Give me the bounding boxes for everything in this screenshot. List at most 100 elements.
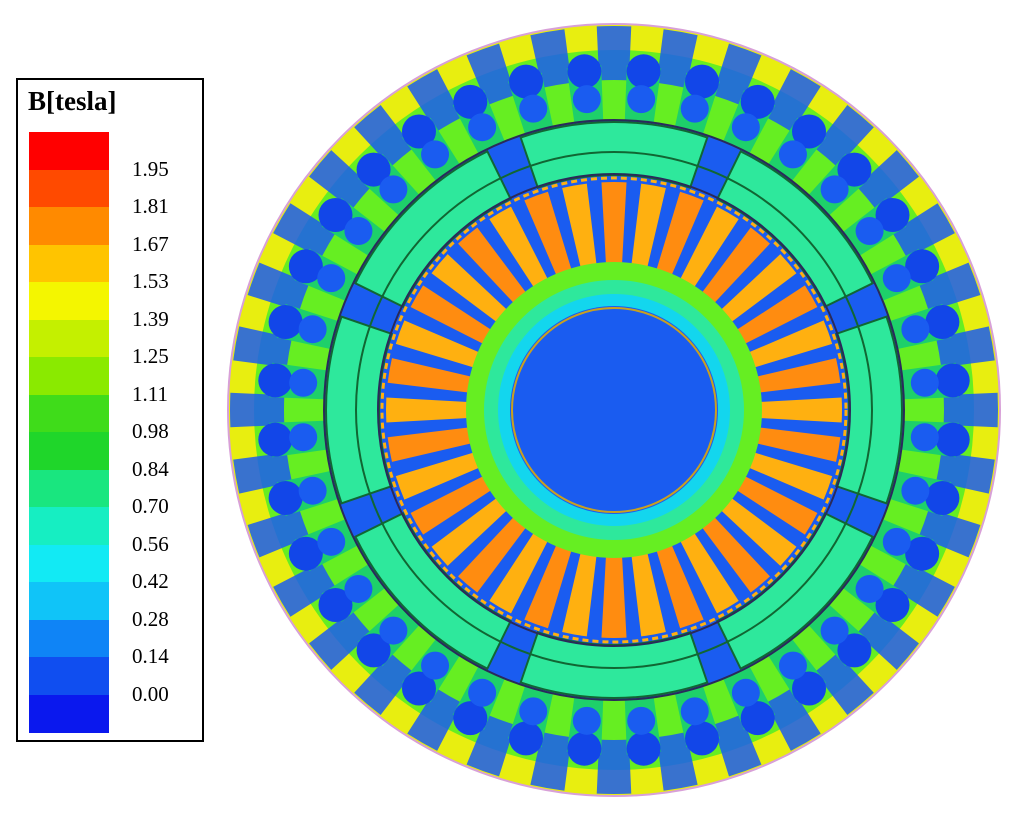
permanent-magnet xyxy=(716,512,874,670)
inner-stator-tooth xyxy=(738,425,841,462)
flux-density-plot xyxy=(227,23,1001,797)
stator-slot xyxy=(740,701,775,736)
stator-slot-inner xyxy=(901,476,930,505)
stator-slot xyxy=(509,64,544,99)
inner-stator-tooth xyxy=(601,182,627,283)
stator-slot xyxy=(258,422,293,457)
legend-tick-label: 1.25 xyxy=(132,344,169,368)
stator-slot-inner xyxy=(421,651,450,680)
stator-slot-inner xyxy=(572,706,601,735)
stator-slot xyxy=(905,249,940,284)
stator-slot xyxy=(684,721,719,756)
stator-slot-inner xyxy=(344,217,373,246)
stator-low-flux-band xyxy=(918,508,981,558)
stator-low-flux-band xyxy=(943,392,998,428)
inner-stator-tooth xyxy=(651,191,704,293)
stator-slot-inner xyxy=(421,140,450,169)
inner-stator-tooth xyxy=(431,254,521,334)
stator-low-flux-band xyxy=(814,652,874,715)
air-gap-outer xyxy=(323,119,905,701)
stator-slot xyxy=(318,197,353,232)
stator-slot xyxy=(925,305,960,340)
stator-slot-inner xyxy=(910,423,939,452)
legend-tick-label: 1.81 xyxy=(132,194,169,218)
stator-slot-inner xyxy=(379,175,408,204)
shaft-region xyxy=(510,306,718,514)
legend-swatch xyxy=(29,282,109,320)
legend-tick-label: 1.39 xyxy=(132,306,169,331)
inner-stator-tooth xyxy=(741,397,842,423)
legend-tick-label: 0.70 xyxy=(132,494,169,518)
stator-slot-inner xyxy=(820,175,849,204)
stator-slot xyxy=(401,671,436,706)
stator-slot-inner xyxy=(298,476,327,505)
stator-slot xyxy=(356,633,391,668)
stator-low-flux-band xyxy=(354,652,414,715)
stator-low-flux-band xyxy=(596,26,632,81)
stator-slot-inner xyxy=(468,113,497,142)
legend-swatch xyxy=(29,657,109,695)
inner-stator-tooth xyxy=(489,206,557,303)
legend-swatch xyxy=(29,207,109,245)
permanent-magnet xyxy=(325,315,393,505)
stator-slot xyxy=(935,363,970,398)
legend-swatch xyxy=(29,319,109,358)
stator-slot xyxy=(453,84,488,119)
color-legend: B[tesla] 1.95 1.81 1.67 1.53 1.39 1.25 1.11 0.9… xyxy=(16,78,204,742)
stator-slot xyxy=(288,536,323,571)
stator-low-flux-band xyxy=(247,262,310,312)
stator-slot xyxy=(268,480,303,515)
stator-slot xyxy=(509,721,544,756)
stator-slot-inner xyxy=(731,113,760,142)
stator-low-flux-band xyxy=(247,508,310,558)
stator-slot xyxy=(401,114,436,149)
stator-slot-inner xyxy=(820,616,849,645)
stator-slot xyxy=(684,64,719,99)
inner-stator-tooth xyxy=(721,285,818,353)
stator-slot-inner xyxy=(344,574,373,603)
stator-slot-inner xyxy=(910,368,939,397)
stator-slot xyxy=(567,54,602,89)
inner-stator-tooth xyxy=(721,467,818,535)
inner-stator-tooth xyxy=(738,358,841,395)
stator-slot-inner xyxy=(882,264,911,293)
stator-low-flux-band xyxy=(309,150,372,210)
stator-slot-inner xyxy=(855,217,884,246)
stator-slot xyxy=(875,588,910,623)
stator-slot-inner xyxy=(298,315,327,344)
inner-stator-tooth xyxy=(489,517,557,614)
inner-stator-tooth xyxy=(690,503,770,593)
stator-low-flux-band xyxy=(407,688,463,751)
stator-slot xyxy=(626,731,661,766)
stator-slot xyxy=(905,536,940,571)
legend-tick-label: 1.95 xyxy=(132,156,169,181)
legend-swatch xyxy=(29,244,109,283)
inner-stator-tooth xyxy=(629,183,666,286)
legend-tick-label: 0.42 xyxy=(132,569,169,593)
inner-stator-tooth xyxy=(458,503,538,593)
stator-slot-inner xyxy=(572,85,601,114)
stator-slot-inner xyxy=(468,678,497,707)
inner-stator-tooth xyxy=(601,537,627,638)
legend-swatch xyxy=(29,469,109,508)
stator-slot-inner xyxy=(519,697,548,726)
stator-slot xyxy=(935,422,970,457)
inner-stator-tooth xyxy=(707,254,797,334)
stator-slot-inner xyxy=(317,527,346,556)
stator-slot xyxy=(318,588,353,623)
stator-low-flux-band xyxy=(856,150,919,210)
stator-low-flux-band xyxy=(309,610,372,670)
stator-slot xyxy=(792,671,827,706)
stator-slot-inner xyxy=(680,94,709,123)
legend-title: B[tesla] xyxy=(28,86,117,116)
legend-swatch xyxy=(29,619,109,658)
stator-slot-inner xyxy=(519,94,548,123)
inner-stator-tooth xyxy=(387,425,490,462)
stator-slot xyxy=(626,54,661,89)
stator-low-flux-band xyxy=(765,69,821,132)
legend-tick-label: 0.84 xyxy=(132,456,169,481)
stator-low-flux-band xyxy=(407,69,463,132)
legend-swatch xyxy=(29,132,109,170)
stator-slot xyxy=(837,152,872,187)
stator-low-flux-band xyxy=(765,688,821,751)
